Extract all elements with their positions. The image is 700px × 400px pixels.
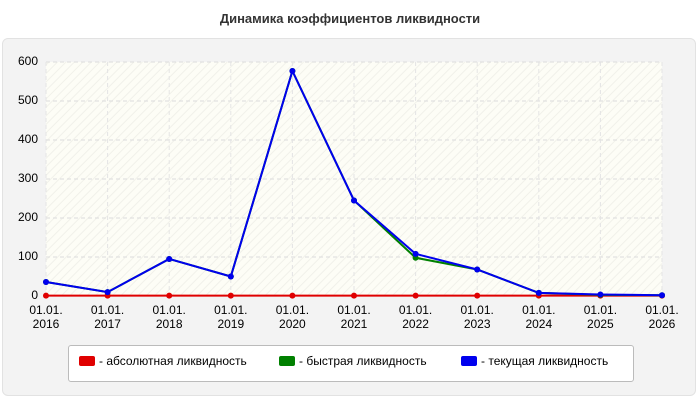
- y-tick-label: 400: [18, 132, 38, 146]
- data-point: [166, 292, 173, 299]
- x-tick-label: 01.01. 2024: [522, 303, 556, 331]
- y-tick-label: 600: [18, 54, 38, 68]
- data-point: [227, 273, 234, 280]
- data-point: [43, 292, 49, 299]
- data-point: [351, 292, 357, 299]
- x-tick-label: 01.01. 2016: [29, 303, 63, 331]
- data-point: [412, 250, 419, 257]
- data-point: [597, 291, 604, 298]
- x-tick-label: 01.01. 2023: [460, 303, 494, 331]
- data-point: [535, 289, 542, 296]
- legend-label: - абсолютная ликвидность: [99, 354, 247, 368]
- legend-swatch: [461, 356, 477, 366]
- data-point: [474, 266, 481, 273]
- chart-title: Динамика коэффициентов ликвидности: [219, 11, 481, 26]
- data-point: [227, 292, 234, 299]
- x-tick-label: 01.01. 2021: [337, 303, 371, 331]
- data-point: [474, 292, 481, 299]
- legend-item: - абсолютная ликвидность: [79, 354, 247, 368]
- y-tick-label: 300: [18, 171, 38, 185]
- y-tick-label: 200: [18, 210, 38, 224]
- y-tick-label: 500: [18, 93, 38, 107]
- data-point: [289, 67, 296, 74]
- x-tick-label: 01.01. 2018: [152, 303, 186, 331]
- data-point: [166, 255, 173, 262]
- x-tick-label: 01.01. 2026: [645, 303, 679, 331]
- legend: - абсолютная ликвидность - быстрая ликвид…: [68, 345, 634, 382]
- data-point: [43, 278, 49, 285]
- legend-swatch: [279, 356, 295, 366]
- legend-item: - быстрая ликвидность: [279, 354, 427, 368]
- legend-item: - текущая ликвидность: [461, 354, 608, 368]
- data-point: [659, 292, 665, 299]
- y-tick-label: 0: [31, 288, 38, 302]
- data-point: [351, 197, 357, 204]
- x-tick-label: 01.01. 2025: [583, 303, 618, 331]
- x-tick-label: 01.01. 2017: [90, 303, 125, 331]
- x-tick-label: 01.01. 2020: [275, 303, 310, 331]
- y-tick-label: 100: [18, 249, 38, 263]
- legend-label: - быстрая ликвидность: [299, 354, 427, 368]
- data-point: [412, 292, 419, 299]
- x-tick-label: 01.01. 2022: [398, 303, 433, 331]
- legend-label: - текущая ликвидность: [481, 354, 609, 368]
- x-tick-label: 01.01. 2019: [214, 303, 248, 331]
- data-point: [104, 289, 111, 296]
- legend-swatch: [79, 356, 95, 366]
- data-point: [289, 292, 296, 299]
